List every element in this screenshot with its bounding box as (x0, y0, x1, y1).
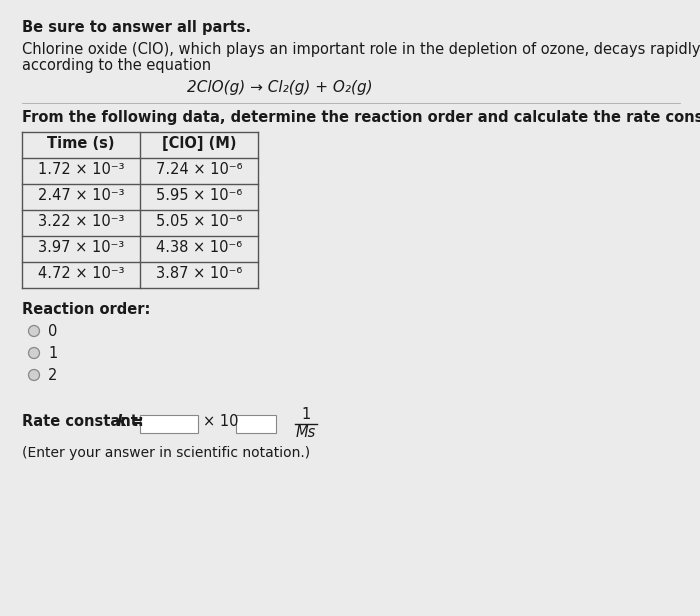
Text: 5.95 × 10⁻⁶: 5.95 × 10⁻⁶ (156, 188, 242, 203)
Text: Chlorine oxide (ClO), which plays an important role in the depletion of ozone, d: Chlorine oxide (ClO), which plays an imp… (22, 42, 700, 57)
Text: Ms: Ms (296, 425, 316, 440)
Circle shape (29, 370, 39, 381)
Text: 2: 2 (48, 368, 57, 383)
Text: 7.24 × 10⁻⁶: 7.24 × 10⁻⁶ (155, 162, 242, 177)
Text: [ClO] (M): [ClO] (M) (162, 136, 237, 151)
Text: 2ClO(g) → Cl₂(g) + O₂(g): 2ClO(g) → Cl₂(g) + O₂(g) (187, 80, 373, 95)
Text: Rate constant:: Rate constant: (22, 414, 149, 429)
Text: Time (s): Time (s) (48, 136, 115, 151)
Text: according to the equation: according to the equation (22, 58, 211, 73)
Text: 0: 0 (48, 324, 57, 339)
Circle shape (29, 347, 39, 359)
Text: =: = (126, 414, 144, 429)
Text: 3.87 × 10⁻⁶: 3.87 × 10⁻⁶ (156, 266, 242, 281)
Text: Reaction order:: Reaction order: (22, 302, 150, 317)
Circle shape (29, 325, 39, 336)
FancyBboxPatch shape (140, 415, 198, 433)
Text: 1: 1 (48, 346, 57, 361)
Text: 3.97 × 10⁻³: 3.97 × 10⁻³ (38, 240, 124, 255)
Text: 3.22 × 10⁻³: 3.22 × 10⁻³ (38, 214, 124, 229)
Text: × 10: × 10 (203, 414, 239, 429)
Text: 4.38 × 10⁻⁶: 4.38 × 10⁻⁶ (156, 240, 242, 255)
Text: 2.47 × 10⁻³: 2.47 × 10⁻³ (38, 188, 125, 203)
Text: 1: 1 (302, 407, 311, 422)
FancyBboxPatch shape (236, 415, 276, 433)
Text: 1.72 × 10⁻³: 1.72 × 10⁻³ (38, 162, 125, 177)
Text: Be sure to answer all parts.: Be sure to answer all parts. (22, 20, 251, 35)
Text: k: k (117, 414, 127, 429)
Text: 5.05 × 10⁻⁶: 5.05 × 10⁻⁶ (156, 214, 242, 229)
Text: 4.72 × 10⁻³: 4.72 × 10⁻³ (38, 266, 125, 281)
Text: From the following data, determine the reaction order and calculate the rate con: From the following data, determine the r… (22, 110, 700, 125)
Text: (Enter your answer in scientific notation.): (Enter your answer in scientific notatio… (22, 446, 310, 460)
